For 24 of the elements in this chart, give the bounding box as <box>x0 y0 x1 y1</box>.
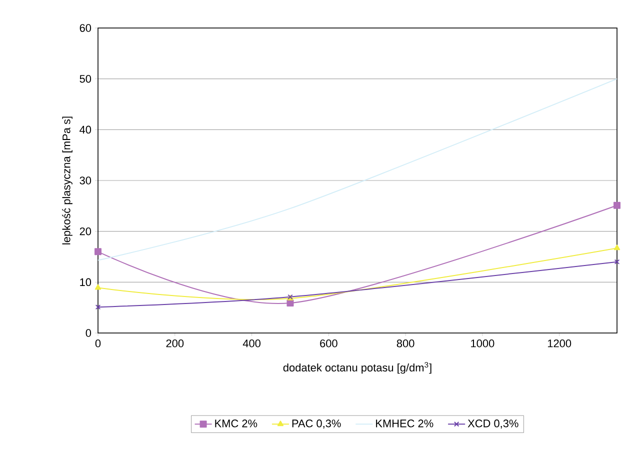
x-tick-label: 0 <box>95 340 101 348</box>
y-tick-label: 40 <box>80 126 92 134</box>
x-tick-label: 800 <box>396 340 414 348</box>
y-tick-label: 50 <box>80 74 92 83</box>
legend-label: KMHEC 2% <box>376 420 434 428</box>
point <box>614 244 620 250</box>
y-axis-title: lepkość plasyczna [mPa s] <box>62 116 72 244</box>
x-tick-label: 1000 <box>471 340 494 348</box>
x-tick-label: 600 <box>320 340 338 348</box>
x-tick-label: 200 <box>166 340 184 348</box>
y-tick-label: 60 <box>80 24 92 32</box>
legend-label: PAC 0,3% <box>292 420 341 429</box>
y-tick-label: 20 <box>80 227 92 236</box>
point <box>94 248 102 256</box>
legend-label: XCD 0,3% <box>468 420 518 429</box>
y-tick-label: 0 <box>86 329 92 337</box>
y-tick-label: 30 <box>80 176 92 184</box>
point <box>614 202 620 209</box>
y-tick-label: 10 <box>80 278 92 286</box>
legend-label: KMC 2% <box>215 420 258 428</box>
point <box>94 284 102 290</box>
x-axis-title: dodatek octanu potasu [g/dm$^{3}$] <box>283 362 432 374</box>
x-tick-label: 400 <box>242 340 260 348</box>
x-tick-label: 1200 <box>548 340 572 348</box>
